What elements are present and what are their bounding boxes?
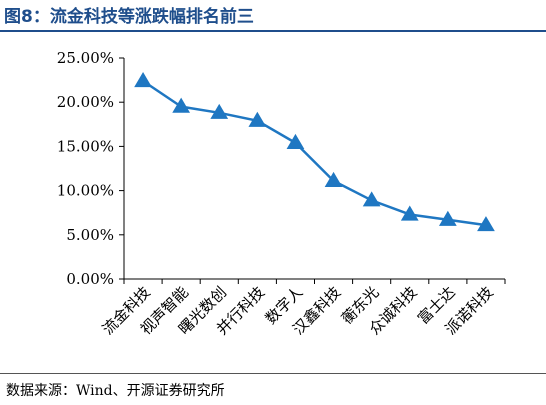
source-note: 数据来源：Wind、开源证券研究所 [6, 383, 225, 399]
series-line [142, 79, 487, 227]
line-chart: 0.00%5.00%10.00%15.00%20.00%25.00%流金科技视声… [57, 49, 506, 338]
data-point [324, 171, 343, 187]
y-tick-label: 10.00% [57, 182, 114, 200]
data-point [438, 210, 457, 226]
data-point [210, 103, 229, 119]
y-tick-label: 0.00% [66, 270, 114, 288]
data-point [477, 216, 495, 232]
y-tick-label: 15.00% [57, 137, 114, 155]
figure-title: 图8：流金科技等涨跌幅排名前三 [4, 7, 254, 27]
y-tick-label: 5.00% [66, 226, 114, 244]
data-point [400, 205, 419, 221]
title-underline [0, 30, 546, 32]
data-point [134, 71, 152, 88]
data-point [362, 191, 381, 207]
data-point [248, 111, 267, 127]
data-point [286, 133, 305, 149]
y-tick-label: 25.00% [57, 49, 114, 67]
source-divider [0, 373, 546, 374]
data-point [172, 97, 191, 113]
y-tick-label: 20.00% [57, 93, 114, 111]
